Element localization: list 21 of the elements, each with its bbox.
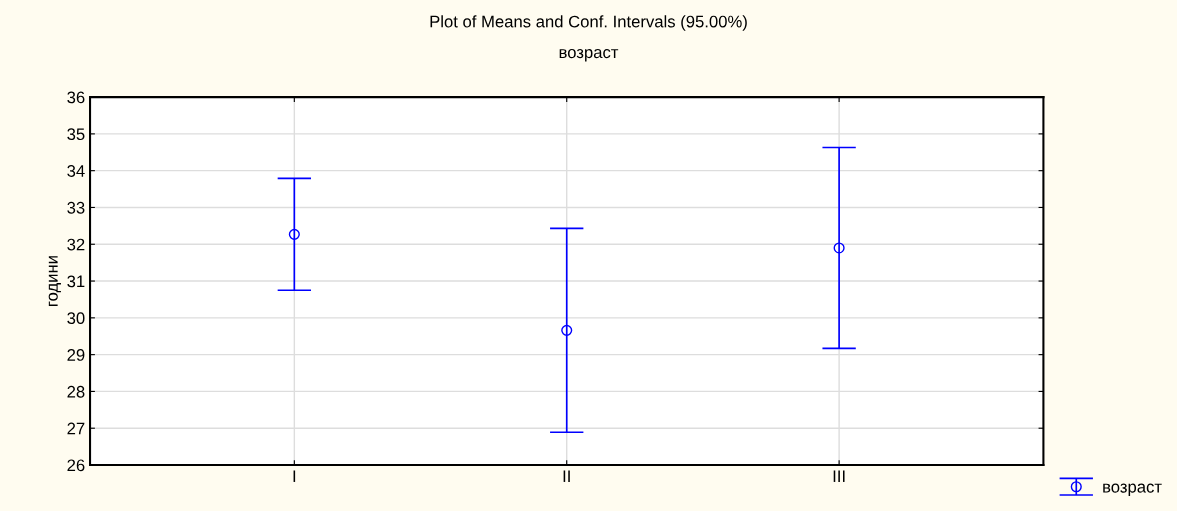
y-tick-label: 27 xyxy=(67,422,85,435)
y-tick-label: 28 xyxy=(67,385,85,398)
legend-label: возраст xyxy=(1103,483,1162,496)
y-tick-label: 29 xyxy=(67,349,85,361)
y-tick-label: 26 xyxy=(67,459,85,472)
point xyxy=(561,324,573,336)
y-tick-label: 35 xyxy=(67,128,85,141)
point xyxy=(833,242,845,254)
y-tick-label: 36 xyxy=(67,91,85,104)
x-tick-label: III xyxy=(833,470,845,482)
y-tick-label: 31 xyxy=(67,275,85,288)
x-tick-label: I xyxy=(293,470,296,482)
y-tick-label: 30 xyxy=(67,312,85,325)
x-tick-label: II xyxy=(563,470,570,482)
chart-title: Plot of Means and Conf. Intervals (95.00%) xyxy=(430,15,747,31)
y-axis-title: години xyxy=(48,256,61,306)
y-tick-label: 33 xyxy=(67,201,85,214)
chart-subtitle: возраст xyxy=(559,49,619,62)
y-tick-label: 34 xyxy=(67,165,85,177)
point xyxy=(288,228,300,240)
y-tick-label: 32 xyxy=(67,238,85,251)
